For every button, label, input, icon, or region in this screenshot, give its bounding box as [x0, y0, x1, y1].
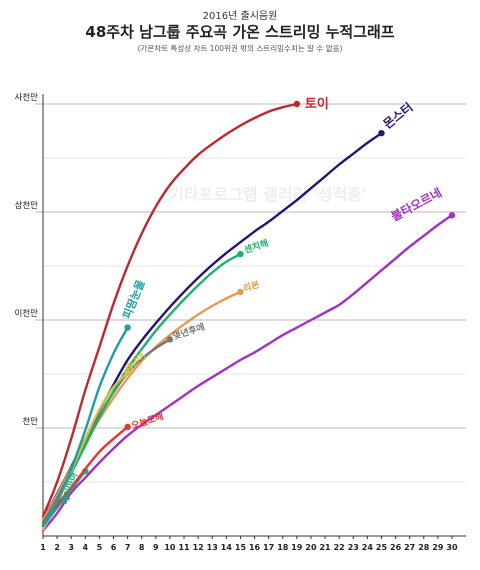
- series-end-marker: [124, 369, 131, 377]
- x-tick-label: 3: [68, 543, 74, 552]
- gridlines: [35, 103, 466, 483]
- series-label: 리본: [242, 278, 261, 295]
- x-tick-label: 29: [432, 543, 444, 552]
- x-tick-label: 4: [83, 543, 89, 552]
- series-end-marker: [237, 250, 244, 258]
- y-tick-label: 천만: [22, 416, 38, 427]
- x-tick-label: 2: [54, 543, 60, 552]
- x-tick-label: 8: [139, 543, 145, 552]
- x-tick-label: 15: [235, 543, 247, 552]
- series-label: 몇년후에: [171, 321, 206, 343]
- series-label: 피땀눈물: [119, 278, 147, 321]
- x-tick-label: 14: [221, 543, 233, 552]
- x-tick-label: 17: [263, 543, 274, 552]
- x-tick-label: 12: [193, 543, 204, 552]
- series-end-marker: [378, 129, 385, 137]
- y-tick-label: 사천만: [15, 92, 39, 103]
- chart-title-part: 누적그래프: [320, 23, 394, 41]
- series-label: 불타오르네: [388, 185, 444, 224]
- series-line: [41, 326, 129, 527]
- series-lines: [41, 100, 456, 532]
- x-tick-label: 30: [446, 543, 458, 552]
- series-line: [41, 102, 299, 518]
- series-end-marker: [124, 324, 131, 331]
- series-label: 토이: [305, 96, 329, 112]
- chart-supertitle: 2016년 출시음원: [203, 10, 278, 22]
- x-tick-label: 6: [111, 543, 117, 552]
- series-end-marker: [293, 100, 301, 108]
- x-tick-label: 26: [390, 543, 402, 552]
- series-label: 센치해: [243, 237, 270, 256]
- x-tick-label: 21: [319, 543, 331, 552]
- chart-title: 48주차 남그룹 주요곡 가온 스트리밍 누적그래프: [85, 23, 394, 41]
- series-line: [41, 214, 454, 532]
- x-tick-label: 23: [348, 543, 359, 552]
- x-tick-label: 11: [178, 543, 190, 552]
- series-line: [41, 425, 129, 525]
- x-tick-label: 28: [418, 543, 430, 552]
- watermark: 기타포로그램 갤러리 '성적충': [169, 185, 367, 204]
- series-label: 오늘도해: [130, 410, 165, 432]
- x-tick-label: 1: [40, 543, 46, 552]
- x-tick-label: 18: [277, 543, 289, 552]
- x-tick-label: 10: [164, 543, 176, 552]
- series-end-marker: [124, 423, 131, 431]
- chart-title-highlight: 가온 스트리밍: [232, 23, 320, 41]
- x-tick-label: 7: [125, 543, 131, 552]
- series-line: [41, 470, 87, 528]
- y-tick-label: 삼천만: [15, 200, 39, 211]
- series-end-marker: [166, 336, 174, 343]
- x-tick-label: 19: [291, 543, 303, 552]
- x-tick-label: 22: [334, 543, 345, 552]
- series-end-marker: [448, 212, 456, 219]
- x-tick-label: 9: [153, 543, 159, 552]
- chart-note: (가온차트 특성상 차트 100위권 밖의 스트리밍수치는 알 수 없음): [138, 43, 343, 53]
- series-line: [41, 252, 242, 527]
- x-tick-label: 27: [404, 543, 415, 552]
- y-tick-label: 이천만: [15, 308, 39, 319]
- chart-title-part: 48주차 남그룹 주요곡: [85, 23, 232, 41]
- series-end-marker: [237, 288, 244, 296]
- x-tick-label: 20: [305, 543, 317, 552]
- x-tick-label: 16: [249, 543, 261, 552]
- x-tick-label: 24: [362, 543, 374, 552]
- x-tick-label: 25: [376, 543, 388, 552]
- x-tick-label: 5: [97, 543, 103, 552]
- x-tick-label: 13: [207, 543, 218, 552]
